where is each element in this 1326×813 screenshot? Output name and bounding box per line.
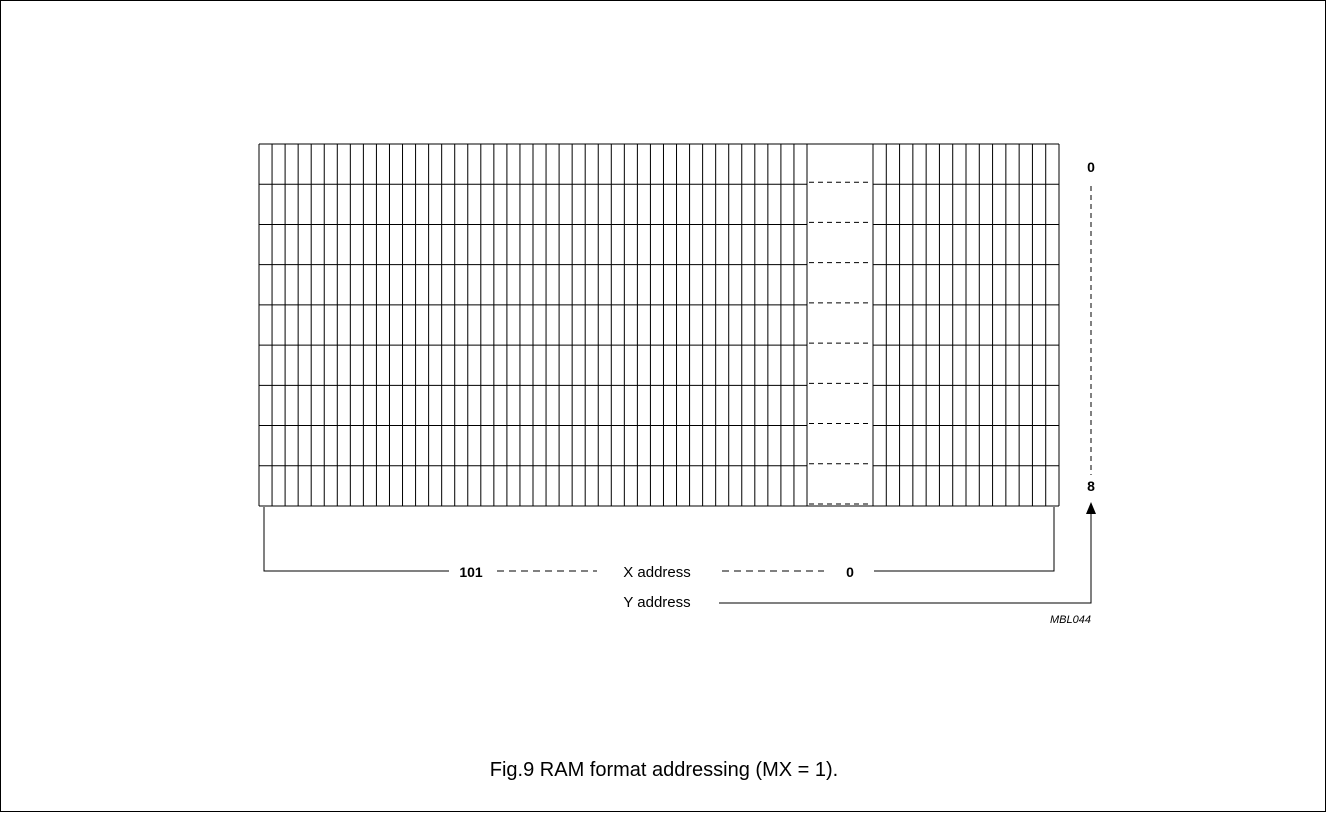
y-address-bottom-label: 8 bbox=[1087, 478, 1095, 494]
x-bracket-left bbox=[263, 507, 449, 572]
y-arrow-head-icon bbox=[1086, 502, 1096, 514]
figure-code: MBL044 bbox=[1050, 614, 1091, 626]
x-address-label: X address bbox=[623, 564, 691, 581]
figure-caption: Fig.9 RAM format addressing (MX = 1). bbox=[490, 759, 838, 781]
y-address-top-label: 0 bbox=[1087, 159, 1095, 175]
x-bracket-right bbox=[874, 507, 1055, 572]
x-address-start-label: 101 bbox=[459, 564, 483, 580]
ram-grid bbox=[258, 143, 1060, 507]
x-address-end-label: 0 bbox=[846, 564, 854, 580]
y-leader-line bbox=[719, 511, 1092, 604]
y-address-label: Y address bbox=[623, 594, 690, 611]
